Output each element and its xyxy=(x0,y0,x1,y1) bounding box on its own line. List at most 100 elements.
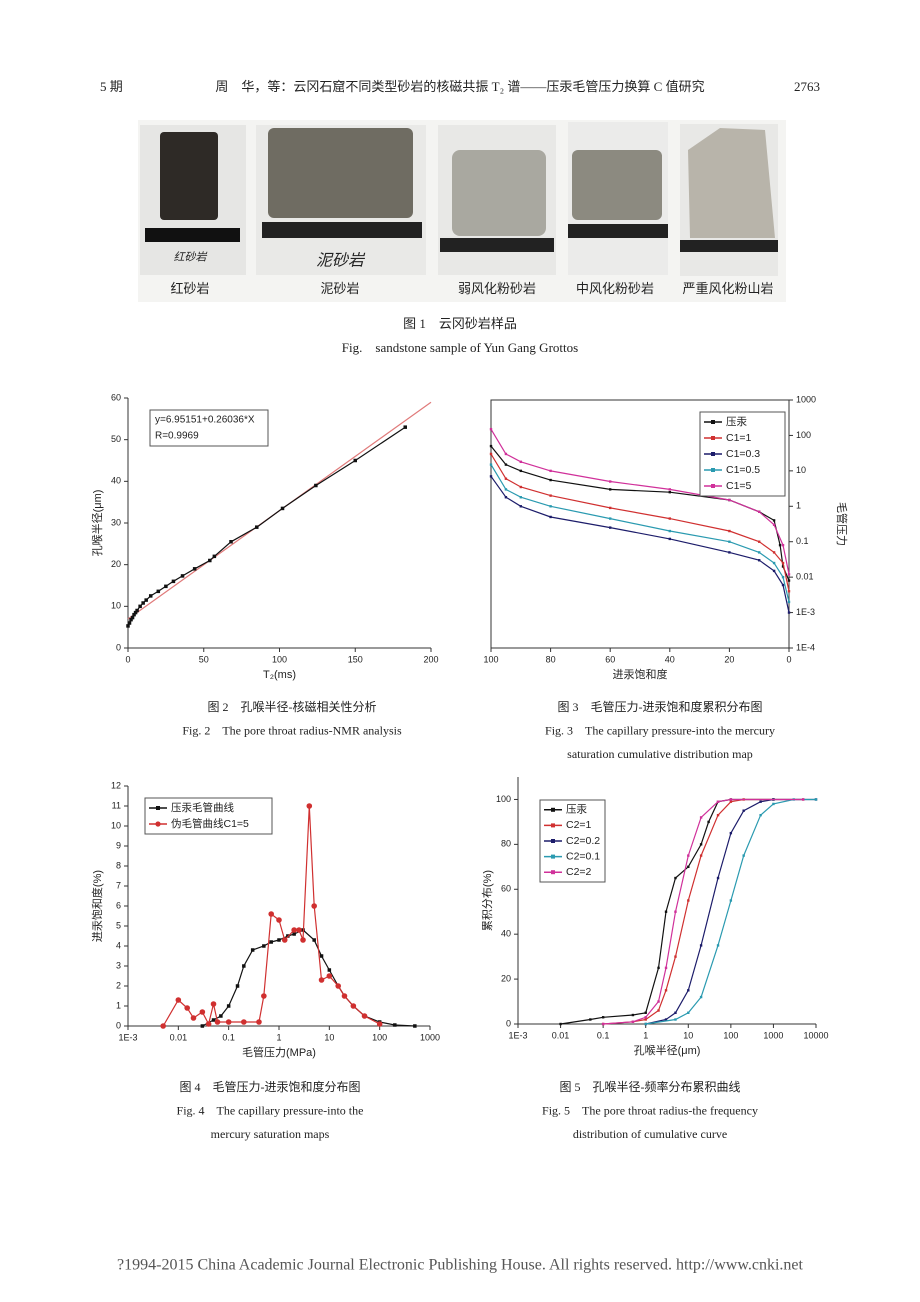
x-tick-label: 10 xyxy=(683,1030,693,1040)
legend-marker xyxy=(551,870,555,875)
legend-label: C2=2 xyxy=(566,866,592,878)
data-point xyxy=(657,1009,660,1012)
data-point xyxy=(687,854,690,857)
data-point xyxy=(160,1023,166,1029)
data-point xyxy=(549,494,552,497)
data-point xyxy=(674,876,677,880)
data-point xyxy=(549,478,552,482)
legend-box xyxy=(144,797,273,835)
caption: Fig. 3 The capillary pressure-into the m… xyxy=(545,723,775,737)
data-point xyxy=(674,1011,677,1014)
x-tick-label: 1000 xyxy=(420,1032,440,1042)
data-point xyxy=(504,463,508,466)
y-tick-label: 10 xyxy=(796,465,806,475)
data-point xyxy=(664,910,668,913)
running-title: 周 华，等：云冈石窟不同类型砂岩的核磁共振 T₂ 谱——压汞毛管压力换算 C 值… xyxy=(215,79,704,94)
series-line xyxy=(202,929,415,1027)
figure-1: 红砂岩 泥砂岩 红砂岩 泥砂岩 弱风化粉砂岩 中风化粉砂岩 xyxy=(138,120,786,355)
data-point xyxy=(631,1013,635,1017)
data-point xyxy=(787,600,791,604)
chart: 1E-3 0.01 0.1 1 10 100 1000 10000 0 20 40 60 80 100 孔喉… xyxy=(481,777,829,1057)
y-tick-label: 40 xyxy=(501,929,511,939)
x-tick-label: 10 xyxy=(324,1032,334,1042)
data-point xyxy=(787,611,791,614)
data-point xyxy=(687,989,690,992)
caption: Fig. 4 The capillary pressure-into the xyxy=(177,1103,364,1117)
data-point xyxy=(519,469,522,473)
data-point xyxy=(180,574,185,578)
caption: mercury saturation maps xyxy=(211,1127,330,1141)
data-point xyxy=(728,529,731,533)
legend-label: 压汞毛管曲线 xyxy=(171,801,234,814)
data-point xyxy=(729,831,733,835)
data-point xyxy=(716,944,720,947)
data-point xyxy=(787,579,791,582)
data-point xyxy=(219,1014,223,1018)
data-point xyxy=(729,899,733,902)
x-tick-label: 10000 xyxy=(803,1030,828,1040)
data-point xyxy=(772,569,776,573)
data-point xyxy=(644,1016,647,1019)
y-tick-label: 100 xyxy=(496,794,511,804)
data-point xyxy=(413,1024,417,1028)
data-point xyxy=(519,460,522,464)
caption: saturation cumulative distribution map xyxy=(567,747,753,761)
caption: Fig. 5 The pore throat radius-the freque… xyxy=(542,1103,758,1117)
data-point xyxy=(361,1013,368,1019)
data-point xyxy=(668,529,671,533)
x-tick-label: 40 xyxy=(665,654,675,664)
y-tick-label: 8 xyxy=(116,860,121,870)
data-point xyxy=(175,997,182,1003)
data-point xyxy=(699,944,703,947)
sample-name: 泥砂岩 xyxy=(320,281,359,296)
data-point xyxy=(210,1001,217,1007)
data-point xyxy=(549,505,552,508)
photo-label: 红砂岩 xyxy=(174,251,208,264)
data-point xyxy=(306,803,313,809)
data-point xyxy=(292,932,296,936)
legend-marker xyxy=(711,484,715,488)
y-tick-label: 0.01 xyxy=(796,572,814,582)
y-axis-label: 进汞饱和度(%) xyxy=(90,870,104,942)
data-point xyxy=(609,506,612,510)
x-tick-label: 50 xyxy=(199,654,209,664)
x-axis-label: 孔喉半径(μm) xyxy=(634,1043,701,1057)
data-point xyxy=(504,488,508,491)
y-tick-label: 6 xyxy=(116,900,121,910)
x-tick-label: 100 xyxy=(723,1030,738,1040)
data-point xyxy=(129,617,133,622)
data-point xyxy=(609,517,612,520)
sample-name: 红砂岩 xyxy=(170,281,209,296)
series-line xyxy=(127,426,406,627)
data-point xyxy=(664,989,668,992)
y-tick-label: 3 xyxy=(116,960,121,970)
x-tick-label: 200 xyxy=(423,654,438,664)
data-point xyxy=(644,1018,647,1021)
data-point xyxy=(699,854,703,857)
data-point xyxy=(759,813,762,817)
y-tick-label: 0 xyxy=(506,1018,511,1028)
issue: 5 期 xyxy=(100,79,123,94)
data-point xyxy=(657,966,660,970)
caption: 图 2 孔喉半径-核磁相关性分析 xyxy=(208,699,377,714)
legend-label: C2=1 xyxy=(566,819,592,831)
data-point xyxy=(814,798,818,801)
photo: 红砂岩 xyxy=(140,125,246,275)
data-point xyxy=(758,540,761,543)
data-point xyxy=(127,621,132,625)
chart: 1E-3 0.01 0.1 1 10 100 10000123456789101112毛管压… xyxy=(90,780,440,1059)
y-tick-label: 9 xyxy=(116,840,121,850)
x-tick-label: 1E-3 xyxy=(118,1032,137,1042)
sample-name: 严重风化粉山岩 xyxy=(682,281,773,296)
data-point xyxy=(226,1004,231,1008)
data-point xyxy=(242,964,246,968)
data-point xyxy=(199,1009,206,1015)
data-point xyxy=(699,995,703,999)
x-tick-label: 0.01 xyxy=(170,1032,188,1042)
x-tick-label: 60 xyxy=(605,654,615,664)
y-tick-label: 60 xyxy=(111,392,121,402)
y-tick-label: 12 xyxy=(111,780,121,790)
data-point xyxy=(609,480,612,483)
data-point xyxy=(504,496,508,499)
data-point xyxy=(280,506,285,511)
